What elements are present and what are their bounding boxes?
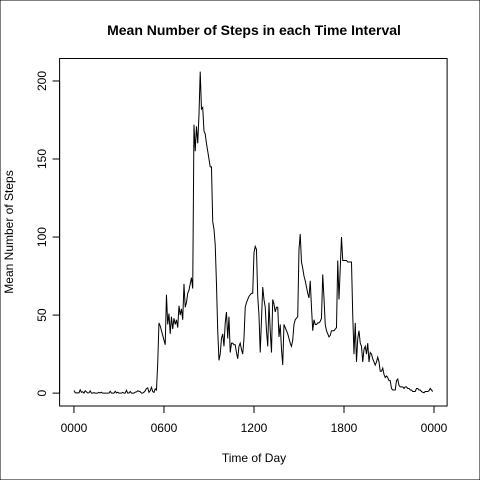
y-tick-label: 50 — [35, 308, 49, 322]
data-line — [73, 71, 434, 394]
y-tick-label: 200 — [35, 71, 49, 91]
y-tick-label: 150 — [35, 149, 49, 169]
y-tick-label: 0 — [35, 389, 49, 396]
x-tick-label: 1800 — [331, 421, 358, 435]
x-tick-label: 1200 — [241, 421, 268, 435]
y-tick-label: 100 — [35, 227, 49, 247]
x-tick-label: 0600 — [151, 421, 178, 435]
chart-title: Mean Number of Steps in each Time Interv… — [107, 22, 401, 38]
x-tick-label: 0000 — [421, 421, 448, 435]
x-tick-label: 0000 — [61, 421, 88, 435]
y-axis-label: Mean Number of Steps — [2, 170, 16, 293]
x-axis-label: Time of Day — [222, 451, 286, 465]
